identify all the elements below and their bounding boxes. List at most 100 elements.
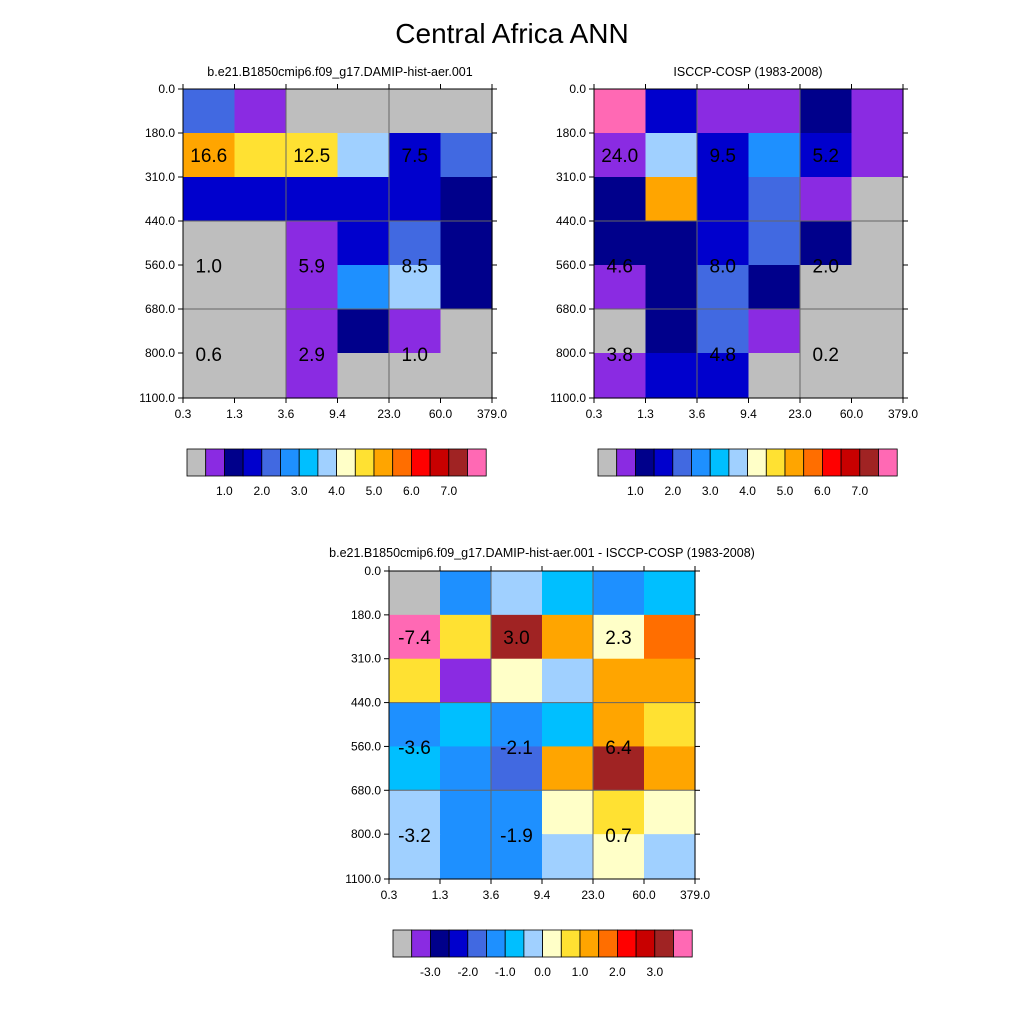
colorbar: 1.0 2.0 3.0 4.0 5.0 6.0 7.0 [186, 448, 487, 498]
x-tick-label: 379.0 [680, 888, 710, 902]
colorbar-swatch [280, 448, 300, 477]
cell-value-label: 1.0 [402, 345, 428, 366]
cell-value-label: -3.6 [398, 738, 431, 759]
colorbar-label: -3.0 [420, 965, 441, 979]
colorbar-swatch [747, 448, 767, 477]
heatmap-cell [593, 702, 645, 748]
heatmap-cell [542, 834, 594, 880]
x-tick-label: 379.0 [477, 407, 507, 421]
colorbar-label: 0.0 [534, 965, 551, 979]
x-tick-label: 3.6 [483, 888, 500, 902]
heatmap-cell [183, 353, 236, 399]
colorbar-label: 3.0 [646, 965, 663, 979]
heatmap-cell [851, 265, 904, 310]
y-tick-label: 180.0 [556, 126, 586, 140]
heatmap-cell [491, 702, 543, 748]
heatmap-cell [594, 265, 647, 310]
heatmap-cell [594, 309, 647, 354]
cell-value-label: 0.7 [605, 826, 631, 847]
heatmap-cell [697, 133, 750, 178]
colorbar-swatch [261, 448, 281, 477]
colorbar-swatch [298, 448, 319, 477]
colorbar-label: 1.0 [216, 484, 233, 498]
cell-value-label: 16.6 [190, 146, 227, 167]
heatmap-cell [800, 309, 853, 354]
colorbar-swatch [542, 929, 562, 958]
colorbar-swatch [373, 448, 394, 477]
heatmap-cell [851, 133, 904, 178]
colorbar-swatch [691, 448, 711, 477]
colorbar-label: 2.0 [253, 484, 270, 498]
colorbar-swatch [392, 929, 413, 958]
heatmap-cell [389, 353, 442, 399]
heatmap-cell [389, 221, 442, 266]
cell-value-label: 1.0 [196, 257, 222, 278]
y-tick-label: 1100.0 [345, 872, 381, 886]
colorbar-swatch [635, 929, 656, 958]
x-tick-label: 23.0 [788, 407, 812, 421]
colorbar-swatch [429, 929, 450, 958]
heatmap-cell [234, 89, 287, 134]
heatmap-cell [491, 658, 543, 704]
colorbar-swatch [859, 448, 879, 477]
heatmap-cell [645, 265, 698, 310]
heatmap-cell [389, 133, 442, 178]
heatmap-cell [748, 221, 801, 266]
heatmap-cell [183, 265, 236, 310]
heatmap-cell [800, 221, 853, 266]
colorbar-swatch [709, 448, 730, 477]
heatmap-cell [337, 353, 390, 399]
cell-value-label: 2.3 [605, 628, 631, 649]
y-tick-label: 0.0 [364, 564, 381, 578]
heatmap-cell [851, 353, 904, 399]
heatmap-cell [542, 746, 594, 791]
x-tick-label: 0.3 [175, 407, 192, 421]
colorbar-swatch [784, 448, 805, 477]
colorbar-label: 1.0 [627, 484, 644, 498]
heatmap-cell [389, 658, 441, 704]
heatmap-cell [286, 177, 339, 222]
heatmap-cell [645, 353, 698, 399]
x-tick-label: 1.3 [432, 888, 449, 902]
heatmap-cell [697, 265, 750, 310]
heatmap-cell [389, 89, 442, 134]
heatmap-panel-2: 0.0180.0310.0440.0560.0680.0800.01100.00… [550, 65, 918, 498]
heatmap-panel-1: 0.0180.0310.0440.0560.0680.0800.01100.00… [139, 65, 507, 498]
cell-value-label: 0.6 [196, 345, 222, 366]
heatmap-cell [593, 658, 645, 704]
colorbar-swatch [635, 448, 655, 477]
cell-value-label: -3.2 [398, 826, 431, 847]
heatmap-cell [851, 221, 904, 266]
x-tick-label: 3.6 [278, 407, 295, 421]
heatmap-cell [800, 133, 853, 178]
heatmap-cell [594, 177, 647, 222]
cell-value-label: -1.9 [500, 826, 533, 847]
cell-value-label: 24.0 [601, 146, 638, 167]
cell-value-label: 2.9 [299, 345, 325, 366]
heatmap-cell [440, 746, 492, 791]
colorbar-label: 4.0 [739, 484, 756, 498]
y-tick-label: 1100.0 [139, 391, 175, 405]
y-tick-label: 310.0 [556, 170, 586, 184]
heatmap-cell [286, 309, 339, 354]
heatmap-cell [389, 309, 442, 354]
heatmap-cell [337, 177, 390, 222]
heatmap-cell [440, 89, 493, 134]
cell-value-label: 6.4 [605, 738, 632, 759]
colorbar-label: 2.0 [664, 484, 681, 498]
y-tick-label: 0.0 [158, 82, 175, 96]
heatmap-panel-3: 0.0180.0310.0440.0560.0680.0800.01100.00… [329, 546, 755, 979]
colorbar-swatch [336, 448, 356, 477]
x-tick-label: 23.0 [377, 407, 401, 421]
colorbar-swatch [822, 448, 842, 477]
colorbar-swatch [878, 448, 898, 477]
colorbar-swatch [598, 929, 618, 958]
heatmap-cell [644, 790, 696, 835]
heatmap-cell [440, 790, 492, 835]
heatmap-cell [440, 834, 492, 880]
colorbar-swatch [653, 448, 674, 477]
colorbar-swatch [448, 929, 469, 958]
x-tick-label: 0.3 [586, 407, 603, 421]
colorbar-swatch [616, 448, 636, 477]
